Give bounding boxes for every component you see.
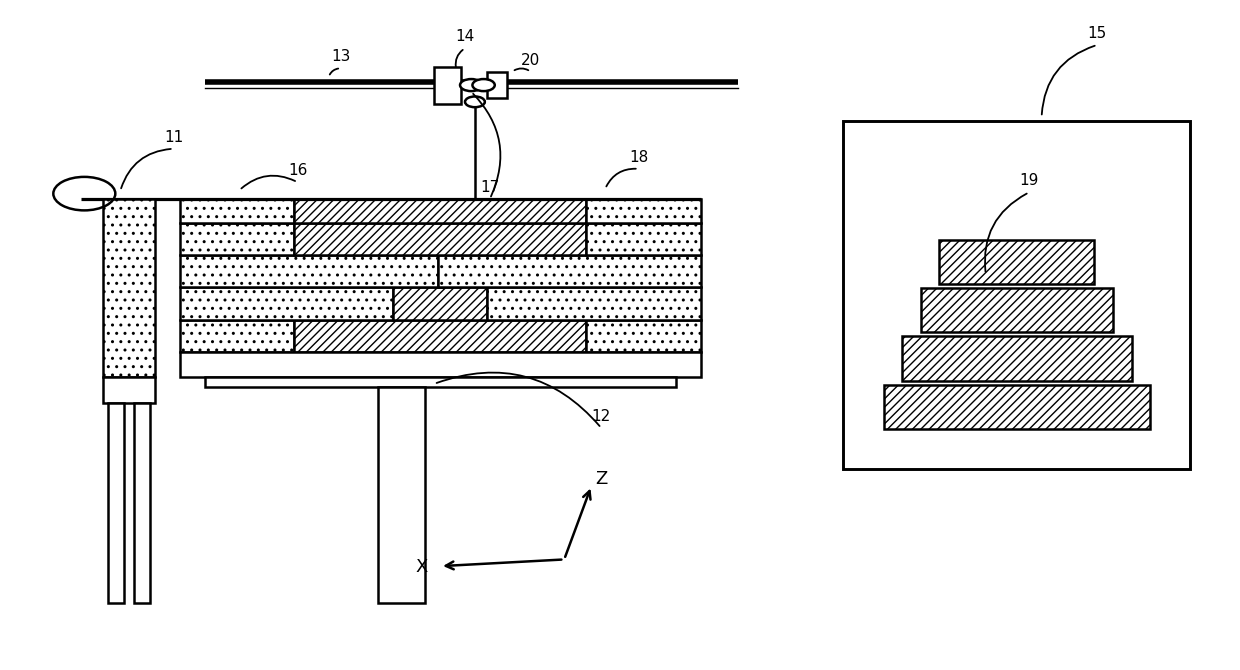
Text: 20: 20 xyxy=(521,53,541,68)
Bar xyxy=(883,385,1149,429)
Bar xyxy=(434,66,461,103)
Bar xyxy=(180,255,443,287)
Text: 16: 16 xyxy=(288,163,308,178)
Bar xyxy=(487,287,701,320)
FancyArrowPatch shape xyxy=(515,68,528,70)
Text: 12: 12 xyxy=(591,409,611,424)
Text: X: X xyxy=(415,559,428,576)
Circle shape xyxy=(472,79,495,91)
Bar xyxy=(940,240,1095,284)
Text: 13: 13 xyxy=(331,50,351,64)
Bar xyxy=(294,199,587,223)
Bar xyxy=(180,223,294,255)
FancyArrowPatch shape xyxy=(985,194,1027,271)
Bar xyxy=(294,223,587,255)
FancyArrowPatch shape xyxy=(474,94,501,196)
Bar xyxy=(103,199,155,377)
Bar xyxy=(438,255,701,287)
FancyArrowPatch shape xyxy=(436,373,600,426)
FancyArrowPatch shape xyxy=(242,176,295,188)
Text: Z: Z xyxy=(595,470,608,488)
FancyArrowPatch shape xyxy=(455,50,463,67)
Circle shape xyxy=(460,79,482,91)
Bar xyxy=(487,72,507,98)
Bar xyxy=(294,320,587,352)
Text: 17: 17 xyxy=(480,180,500,195)
FancyArrowPatch shape xyxy=(1042,46,1095,115)
Bar xyxy=(134,403,150,603)
Text: 18: 18 xyxy=(629,150,649,165)
FancyArrowPatch shape xyxy=(606,169,636,186)
Bar xyxy=(180,199,294,223)
Bar xyxy=(587,223,701,255)
Bar xyxy=(378,387,425,603)
Bar xyxy=(843,121,1190,469)
Bar xyxy=(393,287,487,320)
Bar xyxy=(903,336,1131,381)
Bar xyxy=(103,377,155,403)
FancyArrowPatch shape xyxy=(330,68,339,74)
Bar xyxy=(108,403,124,603)
Bar xyxy=(587,320,701,352)
Bar xyxy=(180,320,294,352)
Bar xyxy=(180,287,393,320)
Text: 15: 15 xyxy=(1087,26,1107,41)
Text: 14: 14 xyxy=(455,29,475,44)
Bar xyxy=(205,377,676,387)
Text: 19: 19 xyxy=(1019,174,1039,188)
Text: 11: 11 xyxy=(164,130,184,145)
FancyArrowPatch shape xyxy=(122,149,171,188)
Circle shape xyxy=(465,96,485,107)
Bar xyxy=(587,199,701,223)
Bar xyxy=(438,255,443,287)
Bar xyxy=(920,288,1114,332)
Bar xyxy=(180,352,701,377)
